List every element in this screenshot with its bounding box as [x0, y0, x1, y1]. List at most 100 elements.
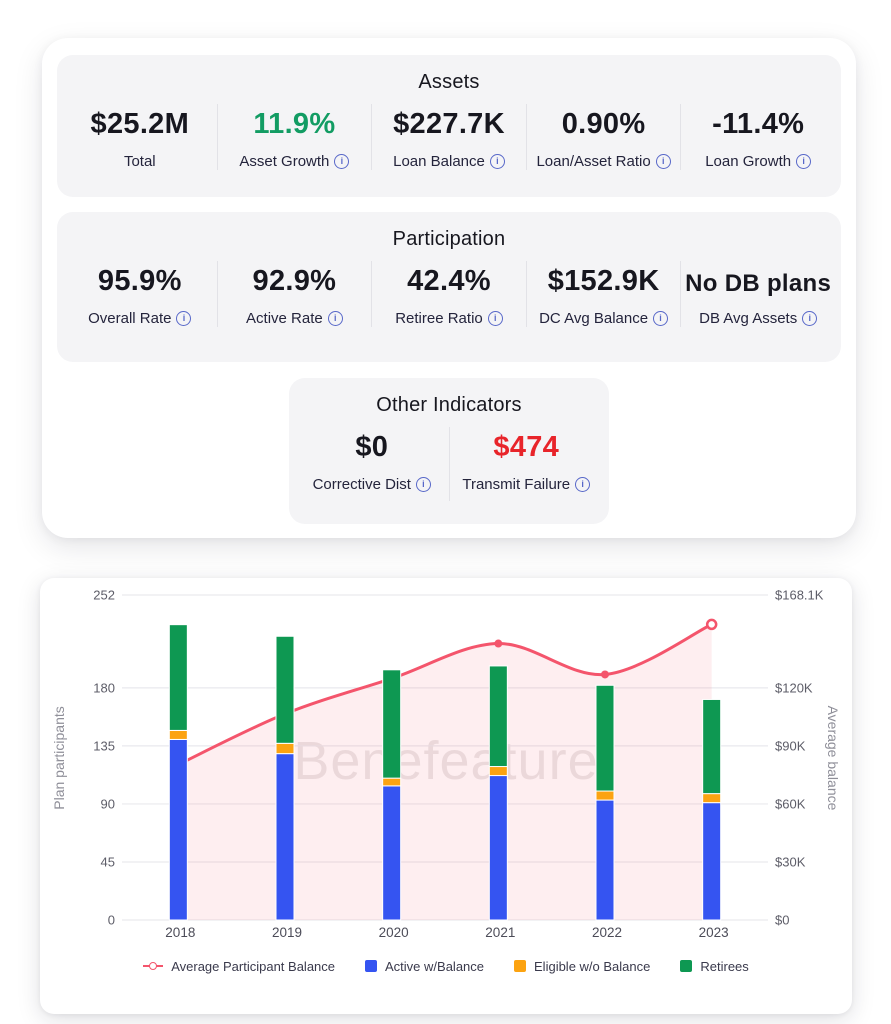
stat-active-rate: 92.9% Active Rate i — [218, 261, 372, 327]
x-axis-label: 2023 — [699, 925, 729, 940]
stat-divider — [216, 104, 218, 170]
legend-label: Average Participant Balance — [171, 958, 336, 974]
bar-2022-retirees[interactable] — [595, 684, 615, 792]
info-icon[interactable]: i — [176, 311, 192, 326]
participation-card: Participation 95.9% Overall Rate i 92.9% Act… — [57, 212, 841, 362]
info-icon[interactable]: i — [796, 154, 812, 169]
info-icon[interactable]: i — [415, 477, 431, 492]
stat-value: 0.90% — [561, 108, 646, 140]
left-axis-tick: 0 — [108, 913, 115, 928]
x-axis-label: 2019 — [272, 925, 302, 940]
bar-2018-retirees[interactable] — [168, 624, 188, 731]
stat-value: 42.4% — [407, 265, 491, 297]
stat-value: No DB plans — [685, 270, 832, 297]
bar-2021-active-w-balance[interactable] — [488, 775, 508, 921]
stat-transmit-failure: $474 Transmit Failure i — [450, 427, 604, 501]
chart-card: Benefeature 0 $0 45 $30K 90 $60K 135 $90K 180 $12… — [40, 578, 852, 1014]
stat-value: 95.9% — [97, 265, 182, 297]
bar-2018-active-w-balance[interactable] — [168, 738, 188, 921]
info-icon[interactable]: i — [575, 477, 591, 492]
stat-total: $25.2M Total — [63, 104, 217, 170]
right-axis-tick: $168.1K — [775, 588, 824, 603]
info-icon[interactable]: i — [655, 154, 671, 169]
stat-label: Overall Rate i — [63, 310, 217, 327]
stat-label: DC Avg Balance i — [527, 310, 681, 327]
bar-2019-retirees[interactable] — [275, 635, 295, 744]
bar-2020-retirees[interactable] — [382, 669, 402, 779]
stat-divider — [680, 261, 682, 327]
stat-value: $0 — [355, 431, 389, 463]
stat-label: Active Rate i — [218, 310, 372, 327]
data-point-2023[interactable] — [705, 618, 718, 631]
stat-value: 11.9% — [253, 108, 336, 140]
stat-label-text: Retiree Ratio — [395, 310, 483, 327]
stat-divider — [216, 261, 218, 327]
info-icon[interactable]: i — [334, 154, 350, 169]
stat-divider — [680, 104, 682, 170]
line-marker-icon — [143, 961, 164, 971]
stat-label-text: Asset Growth — [239, 153, 330, 170]
bar-2021-retirees[interactable] — [488, 665, 508, 768]
legend-swatch — [365, 960, 378, 972]
left-axis-tick: 252 — [93, 588, 115, 603]
right-axis-tick: $0 — [775, 913, 789, 928]
bar-2021-eligible-w-o-balance[interactable] — [488, 766, 508, 777]
legend-label: Retirees — [700, 958, 749, 974]
info-icon[interactable]: i — [487, 311, 503, 326]
info-icon[interactable]: i — [327, 311, 343, 326]
other-indicators-card: Other Indicators $0 Corrective Dist i $474 T… — [289, 378, 609, 524]
stat-loan-asset-ratio: 0.90% Loan/Asset Ratio i — [527, 104, 681, 170]
stat-value: 92.9% — [252, 265, 337, 297]
stat-divider — [448, 427, 450, 501]
bar-2022-eligible-w-o-balance[interactable] — [595, 790, 615, 801]
stat-label: Asset Growth i — [218, 153, 372, 170]
bar-2023-active-w-balance[interactable] — [702, 802, 722, 921]
assets-card-title: Assets — [418, 71, 480, 93]
stat-label: Transmit Failure i — [450, 476, 604, 493]
right-axis-tick: $90K — [775, 738, 806, 753]
stat-label-text: DC Avg Balance — [539, 310, 649, 327]
bar-2020-eligible-w-o-balance[interactable] — [382, 777, 402, 787]
assets-card: Assets $25.2M Total 11.9% Asset Growth i $227… — [57, 55, 841, 197]
right-axis-tick: $30K — [775, 854, 806, 869]
x-axis-label: 2020 — [379, 925, 409, 940]
left-axis-tick: 135 — [93, 738, 115, 753]
bar-2018-eligible-w-o-balance[interactable] — [168, 729, 188, 740]
legend-item-average-participant-balance[interactable]: Average Participant Balance — [143, 959, 335, 974]
stat-label-text: Loan/Asset Ratio — [536, 153, 651, 170]
bar-2020-active-w-balance[interactable] — [382, 785, 402, 921]
balance-area — [178, 624, 712, 920]
info-icon[interactable]: i — [489, 154, 505, 169]
info-icon[interactable]: i — [653, 311, 669, 326]
line-marker-dot — [149, 961, 158, 970]
legend-item-retirees[interactable]: Retirees — [680, 958, 749, 974]
stat-label: DB Avg Assets i — [681, 310, 835, 327]
stat-divider — [525, 104, 527, 170]
bar-2022-active-w-balance[interactable] — [595, 799, 615, 921]
stat-value: $25.2M — [90, 108, 190, 140]
bar-2019-active-w-balance[interactable] — [275, 753, 295, 921]
left-axis-tick: 45 — [101, 854, 115, 869]
stat-retiree-ratio: 42.4% Retiree Ratio i — [372, 261, 526, 327]
stat-label-text: DB Avg Assets — [699, 310, 798, 327]
bar-2023-eligible-w-o-balance[interactable] — [702, 793, 722, 804]
left-axis-title: Plan participants — [51, 706, 67, 810]
data-point-2022[interactable] — [601, 670, 609, 679]
bar-2019-eligible-w-o-balance[interactable] — [275, 742, 295, 755]
stat-label: Retiree Ratio i — [372, 310, 526, 327]
right-axis-tick: $120K — [775, 680, 813, 695]
stat-label-text: Transmit Failure — [462, 476, 571, 493]
other-indicators-stats-row: $0 Corrective Dist i $474 Transmit Failure i — [289, 427, 609, 501]
legend-item-active-w-balance[interactable]: Active w/Balance — [365, 959, 484, 974]
data-point-2021[interactable] — [494, 639, 503, 648]
participants-balance-chart: 0 $0 45 $30K 90 $60K 135 $90K 180 $120K 252 $168.1K… — [51, 588, 841, 941]
bar-2023-retirees[interactable] — [702, 698, 722, 795]
legend-label: Eligible w/o Balance — [534, 958, 651, 974]
stat-value: $227.7K — [393, 108, 505, 140]
stat-db-avg-assets: No DB plans DB Avg Assets i — [681, 261, 835, 327]
stat-asset-growth: 11.9% Asset Growth i — [218, 104, 372, 170]
info-icon[interactable]: i — [802, 311, 818, 326]
left-axis-tick: 180 — [93, 680, 115, 695]
x-axis-label: 2022 — [592, 925, 622, 940]
legend-item-eligible-w-o-balance[interactable]: Eligible w/o Balance — [514, 959, 650, 974]
